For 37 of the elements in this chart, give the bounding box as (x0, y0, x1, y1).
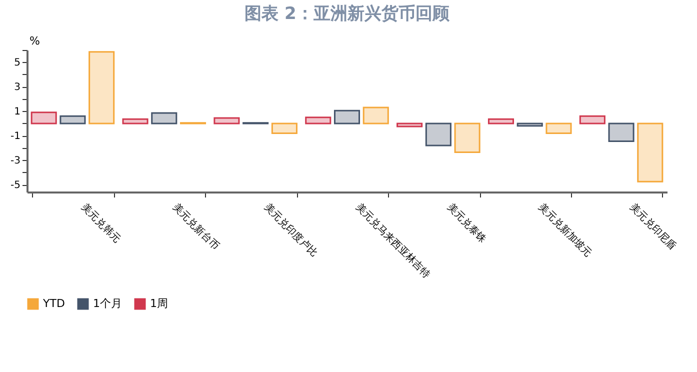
bar (425, 122, 452, 146)
bar (60, 115, 86, 124)
legend-label: 1个月 (93, 297, 122, 310)
bar (608, 122, 634, 142)
chart-title: 图表 2：亚洲新兴货币回顾 (244, 4, 450, 24)
x-tick-label: 美元兑新加坡元 (536, 201, 594, 260)
legend-label: YTD (42, 297, 65, 310)
bar (271, 122, 298, 134)
bar (30, 112, 57, 124)
y-axis-title: % (30, 34, 40, 48)
bar (396, 122, 423, 128)
bar (122, 118, 148, 124)
bar (546, 122, 572, 134)
y-tick-label: -1 (10, 131, 20, 142)
x-tick-label: 美元兑泰铢 (444, 201, 489, 246)
bar (305, 116, 332, 124)
bar (362, 106, 389, 124)
bar (214, 117, 240, 124)
bar (637, 122, 664, 182)
y-tick-label: 3 (14, 82, 20, 94)
bar (454, 122, 480, 153)
x-tick-label: 美元兑马来西亚林吉特 (353, 201, 432, 280)
bar (488, 118, 514, 124)
x-tick-label: 美元兑韩元 (78, 201, 123, 246)
bar (151, 112, 178, 124)
x-tick-label: 美元兑印度卢比 (262, 201, 320, 260)
y-tick-label: 1 (14, 106, 20, 118)
bar (579, 115, 606, 124)
y-tick-label: 5 (14, 58, 20, 69)
bar (88, 51, 115, 124)
y-tick-label: -3 (10, 156, 20, 167)
x-tick-label: 美元兑印尼盾 (628, 201, 678, 252)
x-tick-label: 美元兑新台币 (170, 201, 222, 252)
bar (334, 110, 360, 124)
legend-label: 1周 (150, 297, 168, 310)
bar (516, 122, 543, 127)
y-tick-label: -5 (10, 180, 20, 192)
